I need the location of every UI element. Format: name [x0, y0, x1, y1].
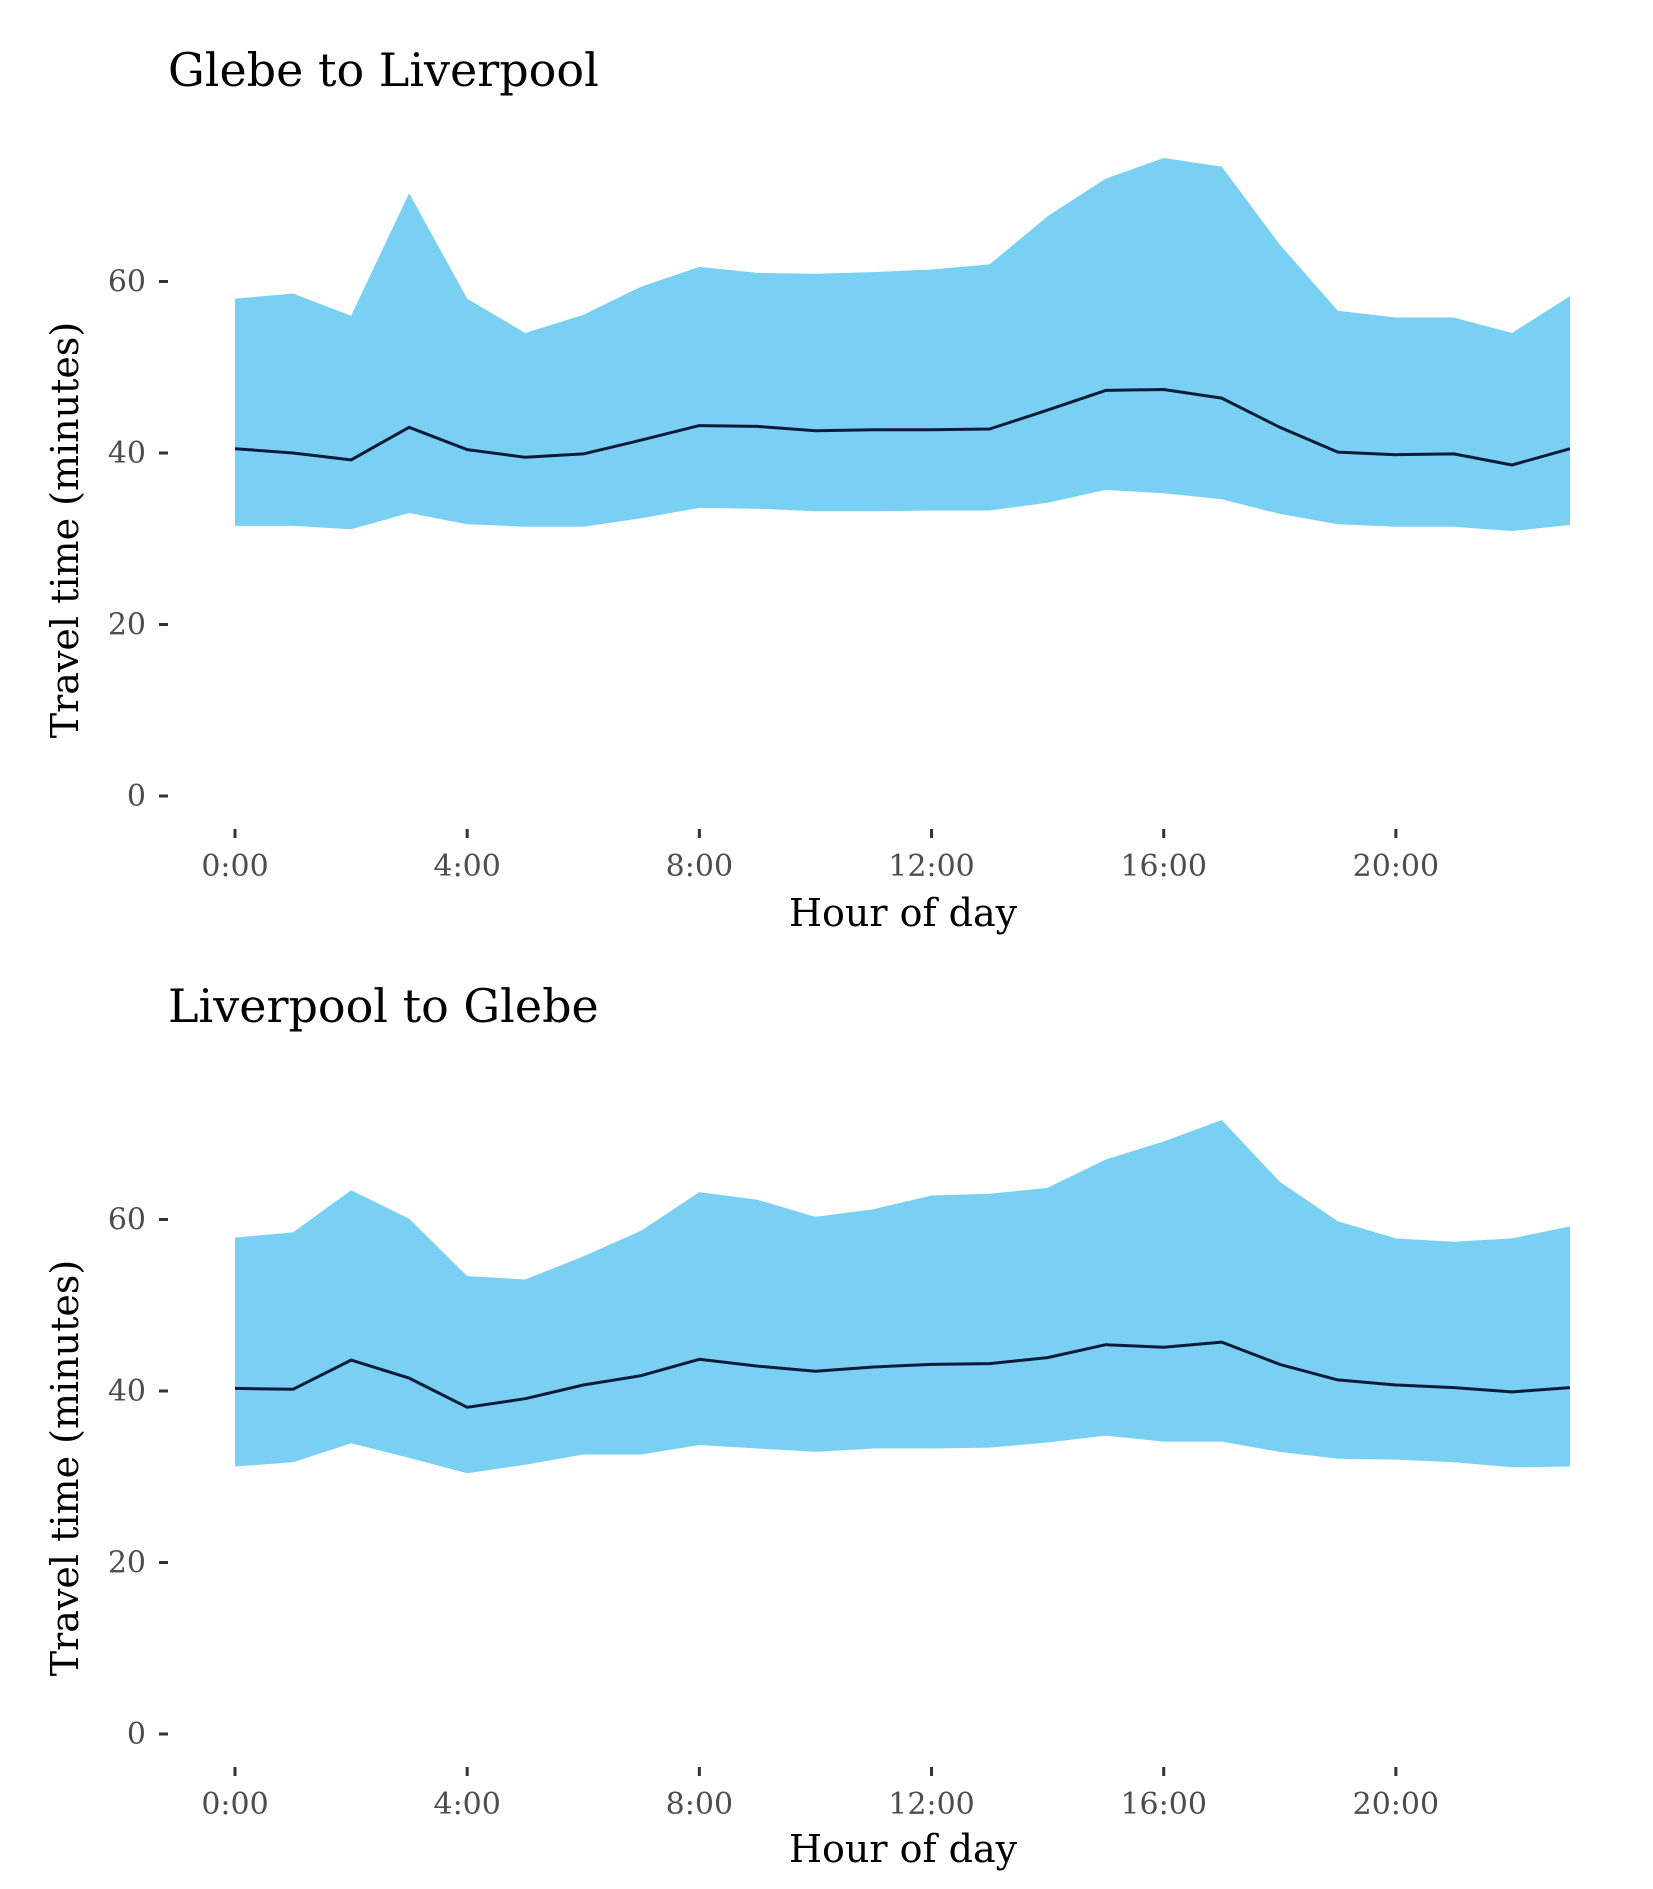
y-tick-label: 40 [108, 1374, 146, 1409]
y-tick-label: 60 [108, 1203, 146, 1238]
x-tick-label: 12:00 [888, 849, 974, 884]
panel-liverpool-to-glebe: Liverpool to Glebe 0 20 40 60 0:00 4:00 8:00 12… [43, 979, 1571, 1871]
y-axis-title: Travel time (minutes) [43, 1260, 87, 1676]
x-axis-title: Hour of day [789, 891, 1018, 935]
chart-title: Glebe to Liverpool [168, 43, 599, 97]
ribbon-band [235, 158, 1570, 531]
x-tick-label: 0:00 [201, 849, 268, 884]
x-tick-label: 8:00 [666, 1787, 733, 1822]
y-tick-label: 0 [127, 779, 146, 814]
x-tick-label: 4:00 [433, 1787, 500, 1822]
y-tick-label: 20 [108, 1546, 146, 1581]
y-tick-label: 20 [108, 608, 146, 643]
y-tick-label: 0 [127, 1717, 146, 1752]
x-tick-label: 0:00 [201, 1787, 268, 1822]
series-line [234, 1340, 1571, 1409]
y-tick-label: 40 [108, 436, 146, 471]
x-tick-label: 20:00 [1353, 1787, 1439, 1822]
x-axis-title: Hour of day [789, 1827, 1018, 1871]
panel-glebe-to-liverpool: Glebe to Liverpool 0 20 40 60 0:00 4:00 8:00 12… [43, 43, 1571, 935]
chart-title: Liverpool to Glebe [168, 979, 599, 1033]
x-tick-label: 16:00 [1120, 1787, 1206, 1822]
x-tick-label: 12:00 [888, 1787, 974, 1822]
y-tick-label: 60 [108, 265, 146, 300]
plot-area: 0 20 40 60 0:00 4:00 8:00 12:00 16:00 20:00 [108, 1120, 1571, 1822]
series-line [234, 388, 1571, 467]
x-tick-label: 20:00 [1353, 849, 1439, 884]
ribbon-band [235, 1120, 1570, 1474]
x-tick-label: 16:00 [1120, 849, 1206, 884]
y-axis-title: Travel time (minutes) [43, 322, 87, 738]
x-tick-label: 8:00 [666, 849, 733, 884]
plot-area: 0 20 40 60 0:00 4:00 8:00 12:00 16:00 20:00 [108, 158, 1571, 884]
x-tick-label: 4:00 [433, 849, 500, 884]
